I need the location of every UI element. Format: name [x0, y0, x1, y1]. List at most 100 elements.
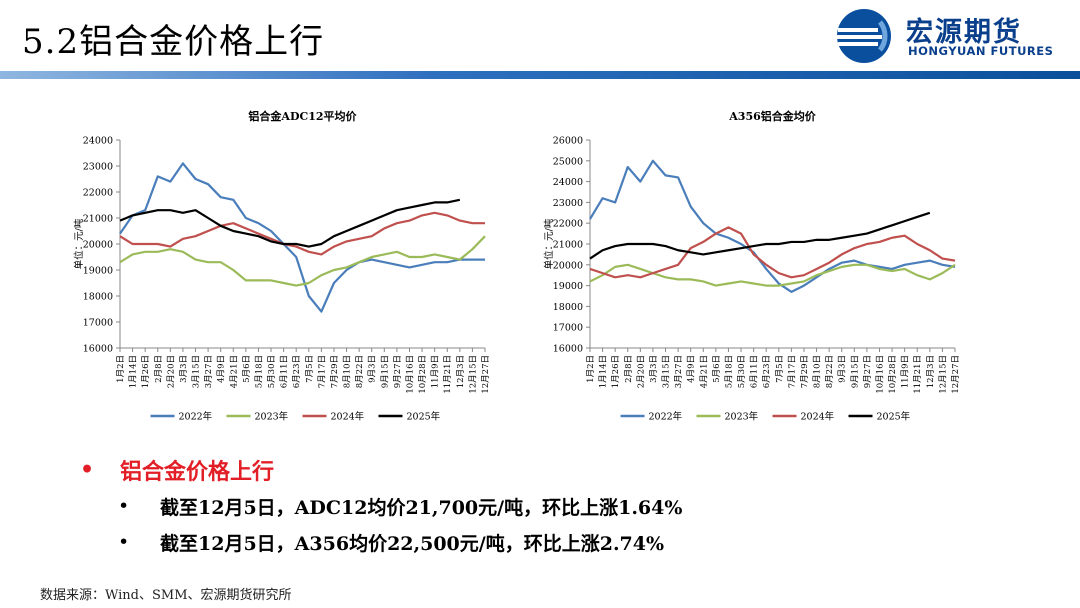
x-tick-label: 6月23日: [762, 355, 772, 388]
x-tick-label: 11月9日: [901, 355, 911, 388]
legend-label: 2024年: [801, 411, 835, 423]
page-title: 5.2铝合金价格上行: [22, 22, 325, 62]
header-divider: [0, 71, 1080, 79]
y-axis-label: 单位：元/吨: [73, 218, 85, 269]
x-tick-label: 1月2日: [586, 355, 596, 383]
bullet-list: • 铝合金价格上行 • 截至12月5日，ADC12均价21,700元/吨，环比上…: [80, 452, 682, 560]
bullet-main: • 铝合金价格上行: [80, 452, 682, 488]
y-tick-label: 18000: [553, 302, 583, 313]
x-tick-label: 9月15日: [380, 355, 390, 388]
series-line-2024年: [589, 226, 956, 279]
legend-label: 2025年: [407, 411, 441, 423]
data-source-note: 数据来源：Wind、SMM、宏源期货研究所: [40, 588, 292, 603]
x-tick-label: 9月3日: [838, 355, 848, 383]
bullet-dot: •: [118, 531, 130, 553]
x-tick-label: 6月11日: [280, 355, 290, 388]
x-tick-label: 7月29日: [330, 355, 340, 388]
bullet-dot: •: [80, 457, 95, 483]
x-tick-label: 5月18日: [724, 355, 734, 388]
legend-label: 2023年: [725, 411, 759, 423]
hongyuan-logo-icon: [834, 9, 891, 63]
x-tick-label: 12月15日: [938, 355, 948, 394]
x-tick-label: 7月5日: [775, 355, 785, 383]
x-tick-label: 4月21日: [229, 355, 239, 388]
x-tick-label: 9月15日: [850, 355, 860, 388]
bullet-sub-a356: • 截至12月5日，A356均价22,500元/吨，环比上涨2.74%: [80, 524, 682, 560]
x-tick-label: 3月3日: [179, 355, 189, 383]
x-tick-label: 1月14日: [129, 355, 139, 388]
x-tick-label: 11月9日: [431, 355, 441, 388]
x-tick-label: 2月8日: [154, 355, 164, 383]
x-tick-label: 10月28日: [418, 355, 428, 394]
legend-label: 2022年: [649, 411, 683, 423]
a356-price-chart: A356铝合金均价 16000 17000 18000 19000 20000 21000 2…: [543, 109, 961, 423]
legend-label: 2022年: [179, 411, 213, 423]
x-tick-label: 8月10日: [343, 355, 353, 388]
bullet-sub-text: 截至12月5日，A356均价22,500元/吨，环比上涨2.74%: [160, 532, 665, 555]
x-tick-label: 9月3日: [368, 355, 378, 383]
y-tick-label: 16000: [83, 344, 113, 355]
legend-label: 2023年: [255, 411, 289, 423]
bullet-dot: •: [118, 495, 130, 517]
y-tick-label: 17000: [553, 323, 583, 334]
x-tick-label: 5月18日: [254, 355, 264, 388]
bullet-sub-text: 截至12月5日，ADC12均价21,700元/吨，环比上涨1.64%: [160, 496, 683, 519]
x-tick-label: 6月11日: [750, 355, 760, 388]
x-tick-label: 6月23日: [292, 355, 302, 388]
y-tick-label: 22000: [83, 188, 113, 199]
x-tick-label: 3月27日: [674, 355, 684, 388]
series-line-2025年: [589, 211, 931, 260]
x-tick-label: 3月3日: [649, 355, 659, 383]
legend-label: 2024年: [331, 411, 365, 423]
x-tick-label: 11月21日: [443, 355, 453, 394]
bullet-sub-adc12: • 截至12月5日，ADC12均价21,700元/吨，环比上涨1.64%: [80, 488, 682, 524]
series-line-2022年: [119, 162, 485, 313]
logo-english-name: HONGYUAN FUTURES: [908, 44, 1054, 58]
x-tick-label: 12月27日: [951, 355, 961, 394]
x-tick-label: 10月16日: [405, 355, 415, 394]
x-tick-label: 3月27日: [204, 355, 214, 388]
chart-title: 铝合金ADC12平均价: [248, 109, 357, 123]
x-tick-label: 2月20日: [166, 355, 176, 388]
x-tick-label: 8月22日: [355, 355, 365, 388]
series-line-2024年: [119, 211, 485, 256]
x-tick-label: 10月28日: [888, 355, 898, 394]
series-line-2022年: [589, 159, 956, 293]
logo-chinese-name: 宏源期货: [906, 17, 1022, 48]
y-tick-label: 18000: [83, 292, 113, 303]
series-line-2025年: [119, 198, 461, 248]
x-tick-label: 12月15日: [468, 355, 478, 394]
series-line-2023年: [119, 235, 486, 287]
x-tick-label: 8月22日: [825, 355, 835, 388]
x-tick-label: 3月15日: [192, 355, 202, 388]
y-tick-label: 19000: [83, 266, 113, 277]
x-tick-label: 1月14日: [599, 355, 609, 388]
x-tick-label: 1月26日: [141, 355, 151, 388]
y-tick-label: 20000: [553, 260, 583, 271]
x-tick-label: 9月27日: [393, 355, 403, 388]
x-tick-label: 5月30日: [737, 355, 747, 388]
chart-title: A356铝合金均价: [728, 109, 816, 123]
x-tick-label: 10月16日: [875, 355, 885, 394]
x-tick-label: 12月27日: [481, 355, 491, 394]
bullet-main-text: 铝合金价格上行: [120, 459, 275, 485]
x-tick-label: 11月21日: [913, 355, 923, 394]
y-tick-label: 17000: [83, 318, 113, 329]
x-tick-label: 1月26日: [611, 355, 621, 388]
series-line-2023年: [589, 263, 956, 287]
x-tick-label: 12月3日: [456, 355, 466, 388]
x-tick-label: 7月5日: [305, 355, 315, 383]
y-tick-label: 26000: [553, 136, 583, 147]
y-tick-label: 25000: [553, 156, 583, 167]
y-tick-label: 23000: [553, 198, 583, 209]
y-axis-label: 单位：元/吨: [543, 218, 555, 269]
x-tick-label: 9月27日: [863, 355, 873, 388]
x-tick-label: 5月6日: [712, 355, 722, 383]
x-tick-label: 8月10日: [813, 355, 823, 388]
x-tick-label: 4月9日: [217, 355, 227, 383]
x-tick-label: 1月2日: [116, 355, 126, 383]
y-tick-label: 19000: [553, 281, 583, 292]
y-tick-label: 23000: [83, 162, 113, 173]
x-tick-label: 2月20日: [636, 355, 646, 388]
y-tick-label: 16000: [553, 344, 583, 355]
